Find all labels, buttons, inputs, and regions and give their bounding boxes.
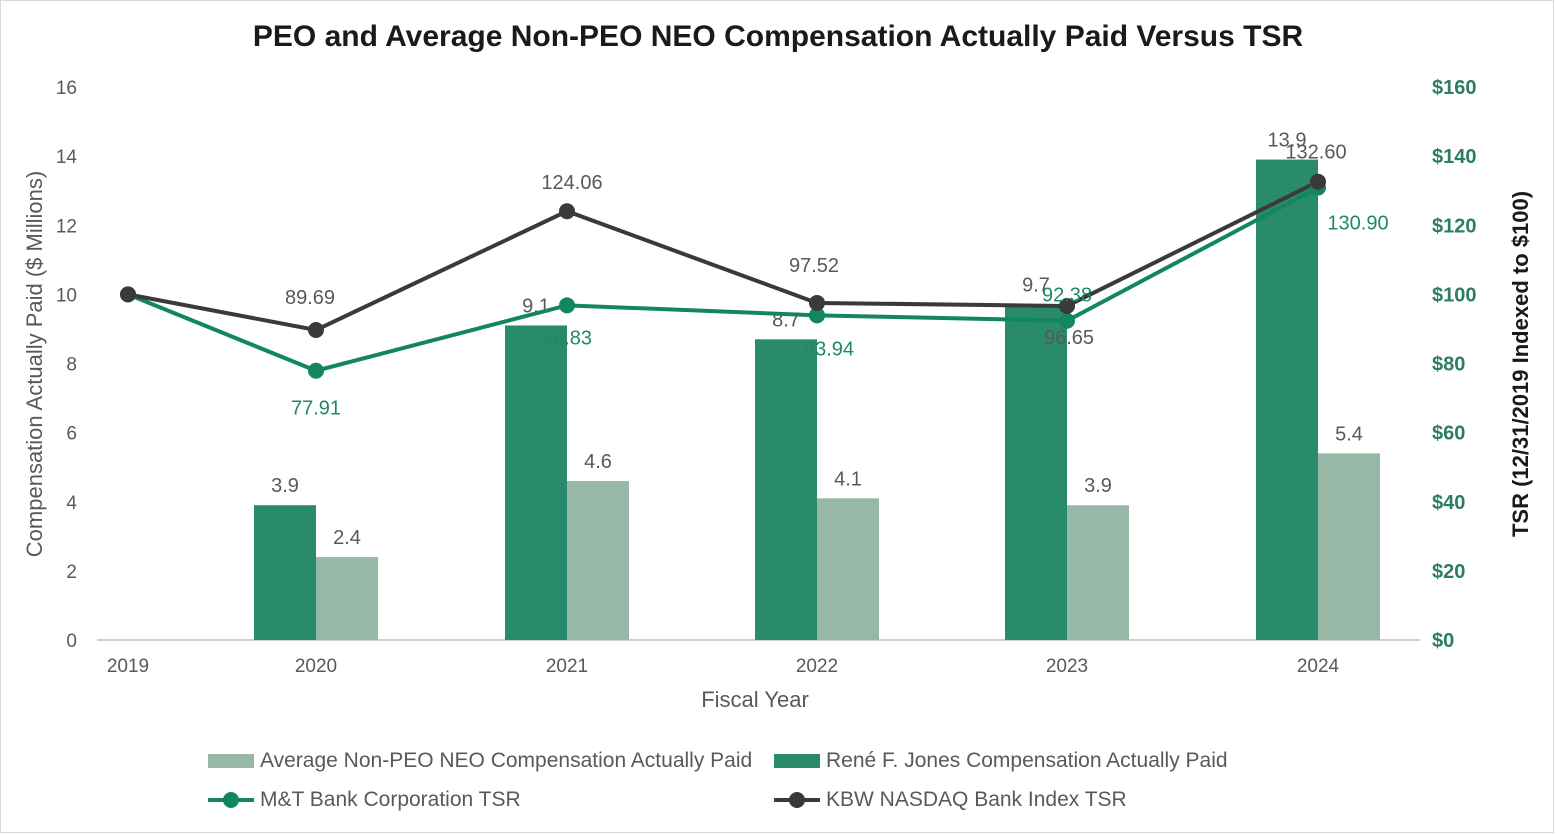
y-tick-label: 2 (66, 562, 77, 583)
legend-item-peo: René F. Jones Compensation Actually Paid (774, 749, 1228, 773)
point-kbw-tsr-2022 (809, 294, 825, 311)
label-mtb-tsr-2024: 130.90 (1327, 213, 1388, 235)
label-kbw-tsr-2021: 124.06 (541, 172, 602, 194)
label-mtb-tsr-2021: 96.83 (542, 327, 592, 349)
y-tick-label: 12 (56, 216, 77, 237)
legend-swatch-kbw-tsr (774, 792, 820, 808)
label-mtb-tsr-2020: 77.91 (291, 398, 341, 420)
point-kbw-tsr-2024 (1310, 173, 1326, 190)
legend-swatch-mtb-tsr (208, 792, 254, 808)
line-mtb-tsr (127, 185, 1319, 373)
bar-label-non-peo-2024: 5.4 (1335, 423, 1363, 445)
y-tick-label: 6 (66, 424, 77, 445)
bar-peo-2022 (755, 339, 817, 640)
bar-peo-2020 (254, 505, 316, 640)
point-mtb-tsr-2021 (559, 297, 575, 314)
y2-tick-label: $80 (1432, 354, 1465, 376)
x-axis-label: Fiscal Year (701, 687, 809, 712)
y2-tick-label: $20 (1432, 561, 1465, 583)
point-mtb-tsr-2023 (1059, 312, 1075, 329)
bar-non-peo-2020 (316, 557, 378, 640)
bar-non-peo-2022 (817, 498, 879, 640)
bar-label-peo-2020: 3.9 (271, 475, 299, 497)
bar-non-peo-2023 (1067, 505, 1129, 640)
x-tick-label: 2023 (1046, 656, 1088, 677)
x-tick-label: 2021 (546, 656, 588, 677)
legend-swatch-non-peo (208, 754, 254, 768)
label-kbw-tsr-2024: 132.60 (1285, 142, 1346, 164)
legend-swatch-peo (774, 754, 820, 768)
point-mtb-tsr-2020 (308, 362, 324, 379)
x-tick-label: 2020 (295, 656, 337, 677)
bar-peo-2024 (1256, 159, 1318, 641)
point-kbw-tsr-2020 (308, 322, 324, 339)
legend-item-kbw-tsr: KBW NASDAQ Bank Index TSR (774, 788, 1127, 812)
y-tick-label: 4 (66, 493, 77, 514)
legend-item-mtb-tsr: M&T Bank Corporation TSR (208, 788, 521, 812)
legend-label-kbw-tsr: KBW NASDAQ Bank Index TSR (826, 788, 1127, 811)
point-kbw-tsr-2021 (559, 203, 575, 220)
label-kbw-tsr-2023: 96.65 (1044, 327, 1094, 349)
bar-label-non-peo-2022: 4.1 (834, 468, 862, 490)
y2-axis-label: TSR (12/31/2019 Indexed to $100) (1508, 191, 1533, 537)
bar-label-peo-2024: 13.9 (1268, 130, 1307, 152)
y-tick-label: 0 (66, 631, 77, 652)
y2-tick-label: $140 (1432, 146, 1477, 168)
legend-item-non-peo: Average Non-PEO NEO Compensation Actuall… (208, 749, 752, 773)
y-axis-label: Compensation Actually Paid ($ Millions) (22, 171, 47, 557)
bar-non-peo-2024 (1318, 453, 1380, 640)
label-mtb-tsr-2022: 93.94 (804, 338, 854, 360)
point-mtb-tsr-2022 (809, 307, 825, 324)
label-kbw-tsr-2020: 89.69 (285, 287, 335, 309)
y2-tick-label: $60 (1432, 423, 1465, 445)
label-mtb-tsr-2023: 92.38 (1042, 285, 1092, 307)
y2-tick-label: $40 (1432, 492, 1465, 514)
legend-label-peo: René F. Jones Compensation Actually Paid (826, 749, 1228, 772)
label-kbw-tsr-2022: 97.52 (789, 255, 839, 277)
bar-label-non-peo-2021: 4.6 (584, 451, 612, 473)
legend-label-non-peo: Average Non-PEO NEO Compensation Actuall… (260, 749, 753, 772)
bar-label-non-peo-2023: 3.9 (1084, 475, 1112, 497)
legend-label-mtb-tsr: M&T Bank Corporation TSR (260, 788, 521, 811)
y2-tick-label: $120 (1432, 215, 1477, 237)
point-kbw-tsr-2019 (120, 286, 136, 303)
bar-peo-2023 (1005, 304, 1067, 640)
y-tick-label: 10 (56, 285, 77, 306)
y2-tick-label: $0 (1432, 630, 1454, 652)
bar-label-peo-2023: 9.7 (1022, 275, 1050, 297)
bar-label-non-peo-2020: 2.4 (333, 527, 361, 549)
bar-peo-2021 (505, 325, 567, 640)
chart-title: PEO and Average Non-PEO NEO Compensation… (252, 20, 1304, 53)
x-tick-label: 2019 (107, 656, 149, 677)
y-tick-label: 8 (66, 355, 77, 376)
x-tick-label: 2024 (1297, 656, 1340, 677)
y2-tick-label: $160 (1432, 77, 1477, 99)
y-tick-label: 14 (56, 147, 78, 168)
point-kbw-tsr-2023 (1059, 297, 1075, 314)
y-tick-label: 16 (56, 78, 77, 99)
bar-non-peo-2021 (567, 481, 629, 640)
y2-tick-label: $100 (1432, 284, 1477, 306)
line-kbw-tsr (127, 179, 1319, 333)
x-tick-label: 2022 (796, 656, 838, 677)
